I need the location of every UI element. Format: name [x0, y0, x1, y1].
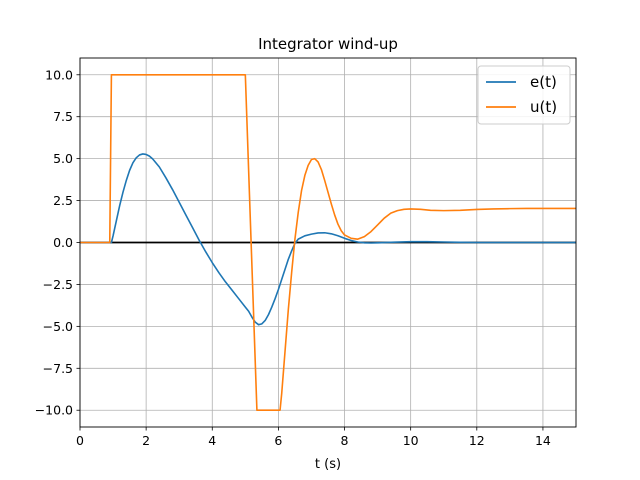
y-tick-label: 5.0	[53, 151, 73, 166]
x-tick-label: 10	[403, 433, 419, 448]
series-line-et	[80, 153, 576, 326]
series-lines	[80, 73, 576, 412]
legend: e(t) u(t)	[477, 65, 571, 125]
x-tick-label: 12	[469, 433, 485, 448]
x-tick-label: 2	[142, 433, 150, 448]
y-tick-label: 2.5	[53, 193, 73, 208]
x-axis-ticks: 0 2 4 6 8 10 12 14	[76, 427, 551, 448]
y-tick-label: −10.0	[35, 403, 73, 418]
x-tick-label: 8	[341, 433, 349, 448]
legend-label: u(t)	[530, 98, 557, 116]
y-tick-label: −2.5	[43, 277, 73, 292]
x-tick-label: 6	[274, 433, 282, 448]
chart-title: Integrator wind-up	[258, 35, 398, 53]
x-tick-label: 0	[76, 433, 84, 448]
y-tick-label: −7.5	[43, 361, 73, 376]
y-tick-label: 7.5	[53, 109, 73, 124]
y-tick-label: 0.0	[53, 235, 73, 250]
x-axis-label: t (s)	[315, 457, 341, 472]
x-tick-label: 4	[208, 433, 216, 448]
y-tick-label: −5.0	[43, 319, 73, 334]
y-axis-ticks: 10.0 7.5 5.0 2.5 0.0 −2.5 −5.0 −7.5 −10.0	[35, 67, 80, 418]
x-tick-label: 14	[535, 433, 551, 448]
series-line-ut	[80, 73, 576, 412]
legend-box	[477, 65, 571, 125]
y-tick-label: 10.0	[45, 67, 73, 82]
legend-label: e(t)	[530, 73, 557, 91]
